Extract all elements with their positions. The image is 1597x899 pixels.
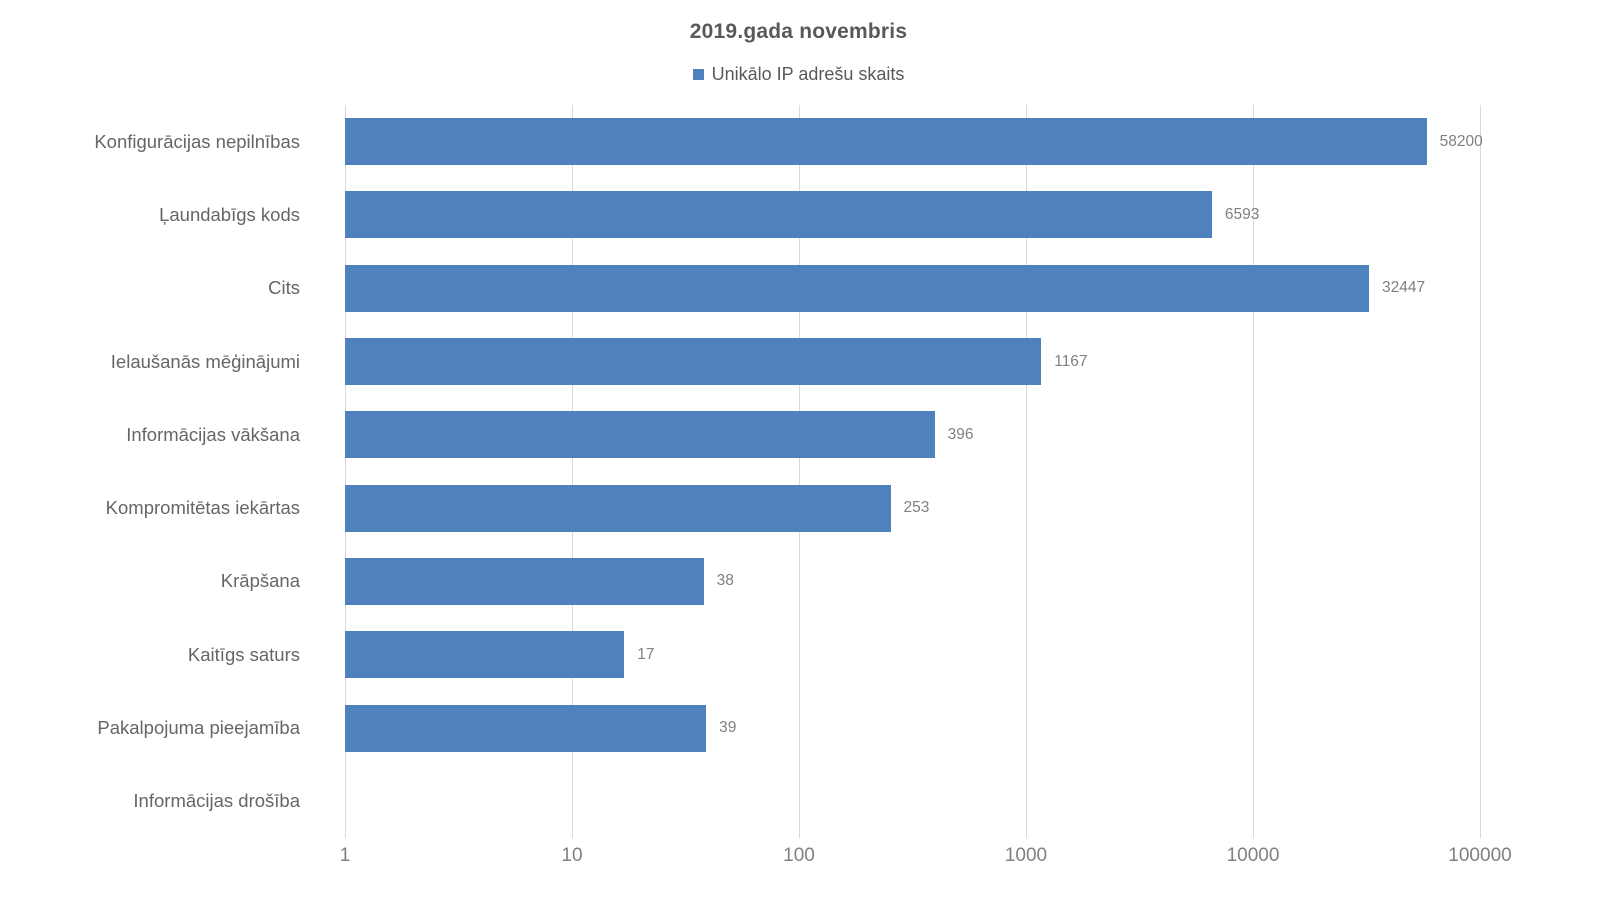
gridline: [572, 105, 573, 838]
value-label: 253: [903, 499, 930, 517]
category-label: Kaitīgs saturs: [187, 643, 300, 665]
value-label: 1167: [1054, 352, 1088, 370]
x-tick-label: 100: [783, 845, 815, 866]
legend: Unikālo IP adrešu skaits: [0, 64, 1597, 85]
bar: [345, 191, 1212, 239]
x-tick-label: 10: [561, 845, 583, 866]
gridline: [799, 105, 800, 838]
plot-area: 58200 6593 32447 1167 396 253 38 17 39: [345, 105, 1483, 838]
value-label: 58200: [1439, 132, 1483, 150]
bar: [345, 631, 625, 679]
value-label: 6593: [1224, 205, 1260, 223]
bar: [345, 704, 707, 752]
bar: [345, 411, 935, 459]
category-label: Konfigurācijas nepilnības: [94, 130, 300, 152]
category-label: Krāpšana: [220, 570, 300, 592]
category-label: Ļaundabīgs kods: [159, 203, 300, 225]
bar: [345, 118, 1427, 166]
x-axis: 1 10 100 1000 10000 100000: [340, 845, 1512, 871]
category-label: Ielaušanās mēģinājumi: [110, 350, 300, 372]
x-tick-label: 100000: [1448, 845, 1512, 866]
category-label: Kompromitētas iekārtas: [105, 497, 300, 519]
value-label: 17: [637, 645, 655, 663]
category-label: Cits: [268, 277, 300, 299]
value-label: 39: [719, 719, 737, 737]
chart-title: 2019.gada novembris: [689, 20, 908, 43]
category-labels: Konfigurācijas nepilnības Ļaundabīgs kods…: [0, 105, 325, 838]
value-label: 32447: [1382, 279, 1426, 297]
category-label: Pakalpojuma pieejamība: [97, 717, 300, 739]
x-tick-label: 10000: [1226, 845, 1280, 866]
x-tick-label: 1: [339, 845, 351, 866]
category-label: Informācijas drošība: [133, 790, 300, 812]
value-label: 396: [947, 425, 974, 443]
gridline: [1480, 105, 1481, 838]
bar: [345, 484, 891, 532]
legend-label: Unikālo IP adrešu skaits: [711, 64, 905, 84]
gridline: [1026, 105, 1027, 838]
bar: [345, 264, 1370, 312]
legend-swatch-icon: [692, 69, 704, 80]
bar: [345, 557, 704, 605]
bar: [345, 338, 1042, 386]
gridline: [345, 105, 346, 838]
category-label: Informācijas vākšana: [126, 423, 300, 445]
x-tick-label: 1000: [1004, 845, 1048, 866]
value-label: 38: [716, 572, 734, 590]
gridline: [1253, 105, 1254, 838]
